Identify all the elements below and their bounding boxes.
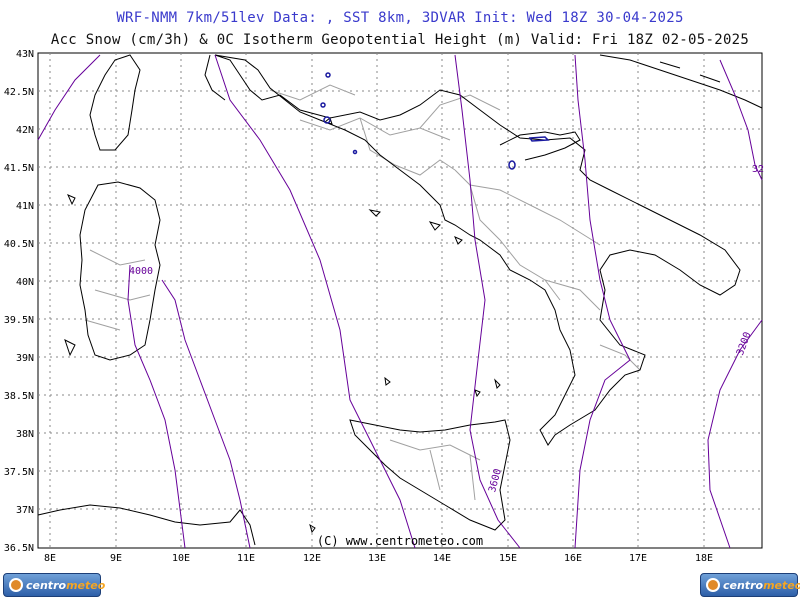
svg-text:11E: 11E [237, 553, 255, 564]
logo-text-right-b: meteo [763, 579, 800, 592]
centrometeo-logo-left[interactable]: centrometeo [3, 573, 105, 597]
field-title: Acc Snow (cm/3h) & 0C Isotherm Geopotent… [50, 32, 750, 48]
svg-text:42N: 42N [16, 125, 34, 136]
svg-text:38.5N: 38.5N [4, 391, 34, 402]
svg-text:37N: 37N [16, 505, 34, 516]
logo-text-left-a: centro [26, 579, 67, 592]
model-title: WRF-NMM 7km/51lev Data: , SST 8km, 3DVAR… [116, 10, 684, 26]
logo-text-right-a: centro [723, 579, 764, 592]
svg-text:8E: 8E [44, 553, 56, 564]
svg-text:13E: 13E [368, 553, 386, 564]
svg-text:38N: 38N [16, 429, 34, 440]
svg-text:18E: 18E [695, 553, 713, 564]
svg-text:37.5N: 37.5N [4, 467, 34, 478]
map-frame [37, 52, 763, 549]
logo-text-left-b: meteo [66, 579, 106, 592]
centrometeo-logo-right[interactable]: centrometeo [700, 573, 800, 597]
svg-text:41.5N: 41.5N [4, 163, 34, 174]
longitude-labels: 8E 9E 10E 11E 12E 13E 14E 15E 16E 17E 18… [44, 553, 713, 564]
isotherm-contours [37, 54, 763, 549]
latitude-labels: 43N 42.5N 42N 41.5N 41N 40.5N 40N 39.5N … [4, 49, 34, 554]
svg-text:39.5N: 39.5N [4, 315, 34, 326]
svg-text:16E: 16E [564, 553, 582, 564]
logo-globe-icon [9, 578, 23, 592]
svg-text:9E: 9E [110, 553, 122, 564]
snow-accumulation [320, 72, 550, 170]
svg-text:40.5N: 40.5N [4, 239, 34, 250]
svg-text:12E: 12E [303, 553, 321, 564]
contour-label-4000: 4000 [129, 266, 153, 277]
svg-text:42.5N: 42.5N [4, 87, 34, 98]
copyright-text: (C) www.centrometeo.com [317, 534, 483, 548]
svg-text:43N: 43N [16, 49, 34, 60]
svg-text:40N: 40N [16, 277, 34, 288]
svg-text:15E: 15E [499, 553, 517, 564]
svg-text:17E: 17E [629, 553, 647, 564]
svg-text:10E: 10E [172, 553, 190, 564]
svg-text:14E: 14E [433, 553, 451, 564]
svg-text:39N: 39N [16, 353, 34, 364]
svg-text:41N: 41N [16, 201, 34, 212]
contour-label-32: 32 [752, 164, 764, 175]
logo-globe-icon [706, 578, 720, 592]
region-borders [84, 84, 641, 501]
svg-text:36.5N: 36.5N [4, 543, 34, 554]
